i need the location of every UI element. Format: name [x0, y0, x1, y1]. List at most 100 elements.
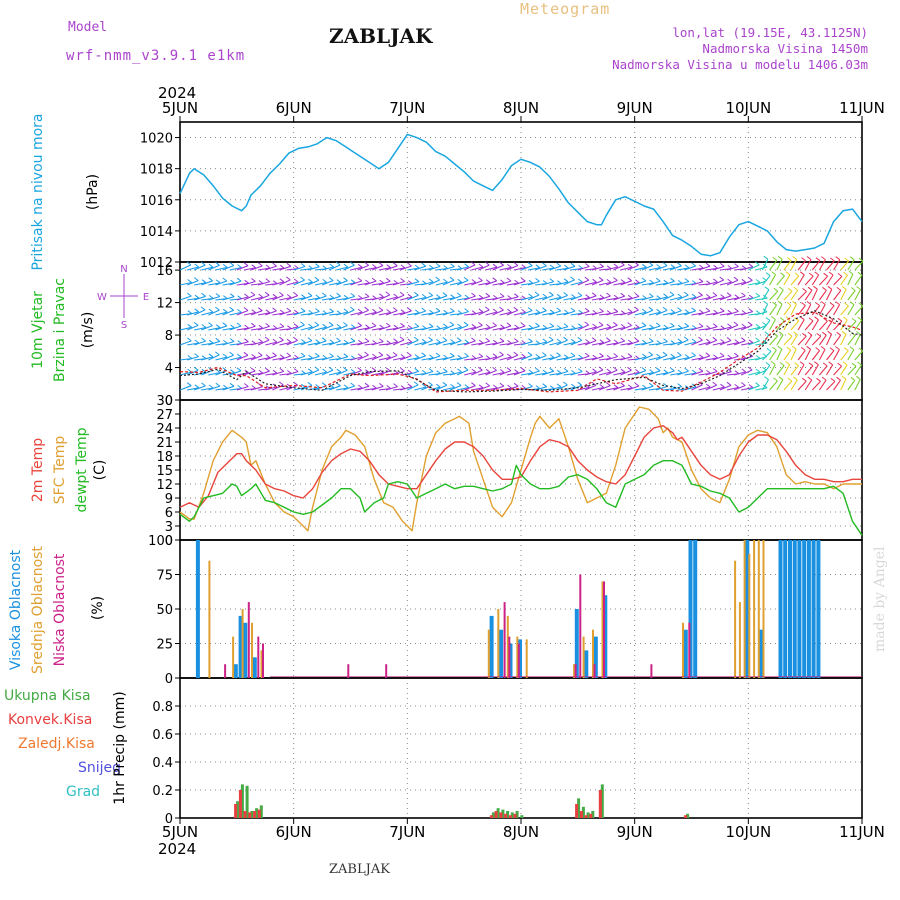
wind-barb-flag	[592, 278, 597, 283]
wind-barb	[740, 369, 753, 376]
wind-barb-flag	[400, 309, 406, 314]
wind-barb	[755, 369, 767, 376]
wind-barb	[769, 349, 777, 361]
wind-barb	[712, 279, 724, 286]
wind-barb-flag	[548, 291, 554, 296]
wind-barb	[499, 266, 512, 271]
wind-barb-flag	[699, 264, 704, 269]
wind-barb	[534, 354, 547, 361]
wind-barb-flag	[442, 368, 448, 373]
wind-barb	[840, 274, 848, 286]
wind-barb	[627, 264, 639, 271]
wind-barb-flag	[507, 384, 512, 389]
wind-barb-flag	[386, 353, 391, 358]
wind-barb-flag	[808, 272, 814, 277]
wind-barb	[698, 296, 711, 301]
wind-barb	[179, 281, 192, 286]
wind-barb-flag	[778, 286, 784, 291]
wind-barb-flag	[507, 263, 512, 268]
wind-barb	[783, 380, 793, 391]
wind-barb-flag	[822, 362, 828, 367]
y-tick-label: 1016	[140, 194, 173, 209]
wind-barb	[563, 355, 576, 361]
wind-barb-flag	[223, 339, 228, 344]
wind-barb	[748, 340, 760, 346]
wind-barb-flag	[428, 278, 434, 283]
wind-barb	[776, 379, 784, 391]
y-tick-label: 15	[156, 464, 173, 479]
wind-barb	[449, 384, 462, 391]
wind-barb-flag	[571, 370, 576, 374]
wind-barb	[371, 296, 384, 301]
wind-barb	[357, 340, 370, 346]
cloud-bar	[601, 581, 604, 678]
wind-barb-flag	[677, 279, 683, 284]
wind-barb-flag	[379, 324, 384, 329]
wind-barb	[840, 334, 847, 346]
wind-barb-flag	[777, 255, 783, 260]
wind-barb	[229, 370, 242, 376]
wind-barb-flag	[627, 294, 633, 299]
wind-barb	[279, 355, 291, 361]
wind-barb	[797, 305, 806, 316]
wind-barb-flag	[634, 368, 640, 373]
wind-barb-flag	[321, 292, 327, 297]
wind-barb	[641, 327, 654, 331]
wind-barb-flag	[492, 322, 497, 327]
wind-barb	[201, 369, 213, 376]
wind-barb-flag	[435, 276, 440, 281]
wind-barb	[371, 327, 384, 331]
wind-barb-flag	[821, 376, 827, 381]
wind-barb-flag	[527, 351, 533, 356]
wind-barb	[492, 327, 505, 331]
wind-barb	[378, 294, 391, 301]
wind-barb-flag	[464, 384, 470, 389]
wind-barb	[769, 290, 779, 301]
wind-barb	[442, 342, 455, 346]
wind-barb	[364, 280, 377, 286]
wind-barb	[456, 369, 469, 376]
wind-barb	[783, 349, 792, 361]
wind-barb-flag	[265, 278, 271, 283]
wind-barb	[449, 326, 462, 331]
wind-barb-flag	[457, 265, 463, 270]
wind-barb-flag	[471, 337, 476, 342]
precip-legend-2: Zaledj.Kisa	[18, 736, 95, 752]
wind-barb	[485, 266, 498, 271]
wind-barb-flag	[528, 369, 534, 374]
wind-barb-flag	[563, 336, 568, 341]
wind-barb-flag	[585, 294, 590, 299]
wind-barb-flag	[500, 279, 505, 284]
wind-barb	[499, 325, 512, 331]
cloud-bar	[806, 540, 811, 678]
wind-barb	[272, 370, 284, 376]
wind-barb	[755, 324, 767, 331]
wind-barb-flag	[755, 355, 761, 359]
wind-barb-flag	[251, 309, 256, 314]
wind-barb	[478, 326, 491, 331]
wind-barb-flag	[286, 338, 292, 343]
wind-barb	[527, 312, 541, 316]
wind-barb-flag	[822, 286, 827, 291]
wind-barb	[719, 295, 732, 301]
wind-barb	[669, 310, 682, 316]
wind-barb-flag	[464, 308, 469, 313]
wind-barb	[748, 326, 761, 331]
wind-barb-flag	[365, 324, 370, 329]
x-date-label-top: 11JUN	[839, 99, 885, 117]
wind-barb-flag	[649, 369, 654, 374]
wind-barb-flag	[287, 370, 292, 374]
wind-barb	[371, 372, 384, 376]
wind-barb	[549, 386, 562, 391]
wind-barb	[854, 289, 862, 301]
wind-barb	[677, 356, 690, 361]
wind-barb	[620, 387, 633, 391]
cloud-bar	[241, 609, 244, 678]
wind-barb-flag	[229, 338, 235, 342]
wind-barb	[826, 364, 834, 376]
wind-barb	[641, 372, 654, 376]
wind-barb	[811, 274, 820, 286]
wind-barb-flag	[436, 338, 441, 343]
wind-barb-flag	[778, 376, 784, 381]
wind-barb-flag	[577, 368, 583, 373]
